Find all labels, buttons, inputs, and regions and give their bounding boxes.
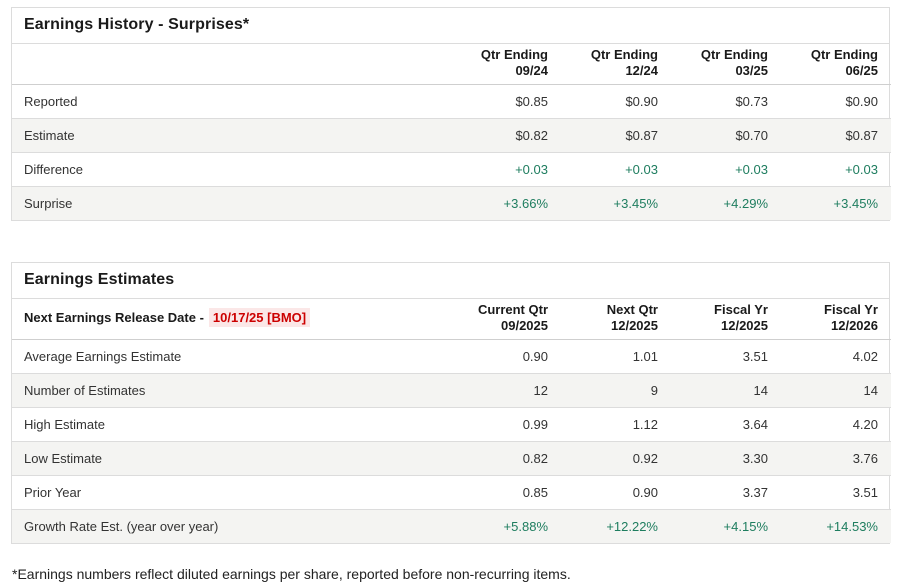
column-header: Next Qtr 12/2025 <box>561 299 671 340</box>
cell-value: 4.02 <box>852 348 878 364</box>
cell-value: 3.51 <box>742 348 768 364</box>
cell-value: 1.12 <box>561 406 671 441</box>
column-header: Qtr Ending 12/24 <box>561 44 671 85</box>
cell-value: +5.88% <box>451 508 561 543</box>
cell-value: 0.92 <box>561 440 671 475</box>
cell-value: +4.29% <box>671 185 781 220</box>
table-row: Reported $0.85 $0.90 $0.73 $0.90 <box>12 84 891 118</box>
column-header: Current Qtr 09/2025 <box>451 299 561 340</box>
table-row: Number of Estimates 12 9 14 14 <box>12 372 891 407</box>
table-row: Surprise +3.66% +3.45% +4.29% +3.45% <box>12 185 891 220</box>
cell-value: +3.45% <box>561 185 671 220</box>
row-label: Low Estimate <box>12 440 451 475</box>
next-earnings-release-label: Next Earnings Release Date - <box>24 310 204 326</box>
cell-value: 0.99 <box>451 406 561 441</box>
earnings-history-title: Earnings History - Surprises* <box>12 8 889 44</box>
history-header-empty-cell <box>12 44 451 85</box>
cell-value: $0.70 <box>671 117 781 152</box>
earnings-estimates-title: Earnings Estimates <box>12 263 889 299</box>
cell-value: $0.73 <box>735 93 768 109</box>
row-label: Difference <box>12 151 451 186</box>
cell-value: +0.03 <box>781 151 891 186</box>
cell-value: 0.90 <box>561 474 671 509</box>
table-row: Growth Rate Est. (year over year) +5.88% +… <box>12 508 891 543</box>
cell-value: 12 <box>451 372 561 407</box>
cell-value: +0.03 <box>561 151 671 186</box>
earnings-history-card: Earnings History - Surprises* Qtr Ending… <box>11 7 891 221</box>
earnings-estimates-table: Next Earnings Release Date -10/17/25 [BM… <box>12 299 891 543</box>
table-row: Difference +0.03 +0.03 +0.03 +0.03 <box>12 151 891 186</box>
table-row: Low Estimate 0.82 0.92 3.30 3.76 <box>12 440 891 475</box>
cell-value: 3.51 <box>781 474 891 509</box>
column-header: Qtr Ending 03/25 <box>671 44 781 85</box>
table-row: Prior Year 0.85 0.90 3.37 3.51 <box>12 474 891 509</box>
row-label: Number of Estimates <box>12 372 451 407</box>
row-label: Average Earnings Estimate <box>24 348 182 364</box>
cell-value: +0.03 <box>671 151 781 186</box>
cell-value: 14 <box>671 372 781 407</box>
cell-value: +3.66% <box>451 185 561 220</box>
cell-value: $0.87 <box>781 117 891 152</box>
cell-value: $0.85 <box>515 93 548 109</box>
cell-value: 3.76 <box>781 440 891 475</box>
table-row: Average Earnings Estimate 0.90 1.01 3.51 4.0… <box>12 339 891 373</box>
cell-value: +14.53% <box>781 508 891 543</box>
column-header: Fiscal Yr 12/2026 <box>781 299 891 340</box>
cell-value: $0.82 <box>451 117 561 152</box>
column-header: Qtr Ending 09/24 <box>451 44 561 85</box>
cell-value: 4.20 <box>781 406 891 441</box>
table-row: High Estimate 0.99 1.12 3.64 4.20 <box>12 406 891 441</box>
cell-value: +4.15% <box>671 508 781 543</box>
cell-value: 14 <box>781 372 891 407</box>
cell-value: 3.37 <box>671 474 781 509</box>
cell-value: 1.01 <box>632 348 658 364</box>
row-label: Reported <box>24 93 78 109</box>
estimates-header-row: Next Earnings Release Date -10/17/25 [BM… <box>12 299 891 340</box>
cell-value: 3.64 <box>671 406 781 441</box>
row-label: Prior Year <box>12 474 451 509</box>
history-header-row: Qtr Ending 09/24 Qtr Ending 12/24 Qtr Ending… <box>12 44 891 85</box>
column-header: Qtr Ending 06/25 <box>781 44 891 85</box>
earnings-footnote: *Earnings numbers reflect diluted earnin… <box>12 566 571 582</box>
column-header: Fiscal Yr 12/2025 <box>671 299 781 340</box>
cell-value: $0.90 <box>845 93 878 109</box>
cell-value: +3.45% <box>781 185 891 220</box>
cell-value: 3.30 <box>671 440 781 475</box>
cell-value: 0.90 <box>522 348 548 364</box>
table-row: Estimate $0.82 $0.87 $0.70 $0.87 <box>12 117 891 152</box>
cell-value: +0.03 <box>451 151 561 186</box>
row-label: Estimate <box>12 117 451 152</box>
row-label: Surprise <box>12 185 451 220</box>
earnings-estimates-card: Earnings Estimates Next Earnings Release… <box>11 262 891 544</box>
cell-value: $0.87 <box>561 117 671 152</box>
cell-value: $0.90 <box>625 93 658 109</box>
cell-value: 0.85 <box>451 474 561 509</box>
next-earnings-release-date: 10/17/25 [BMO] <box>208 308 311 328</box>
cell-value: +12.22% <box>561 508 671 543</box>
cell-value: 0.82 <box>451 440 561 475</box>
next-earnings-release-cell: Next Earnings Release Date -10/17/25 [BM… <box>12 299 451 340</box>
row-label: Growth Rate Est. (year over year) <box>12 508 451 543</box>
row-label: High Estimate <box>12 406 451 441</box>
earnings-history-table: Qtr Ending 09/24 Qtr Ending 12/24 Qtr Ending… <box>12 44 891 220</box>
cell-value: 9 <box>561 372 671 407</box>
